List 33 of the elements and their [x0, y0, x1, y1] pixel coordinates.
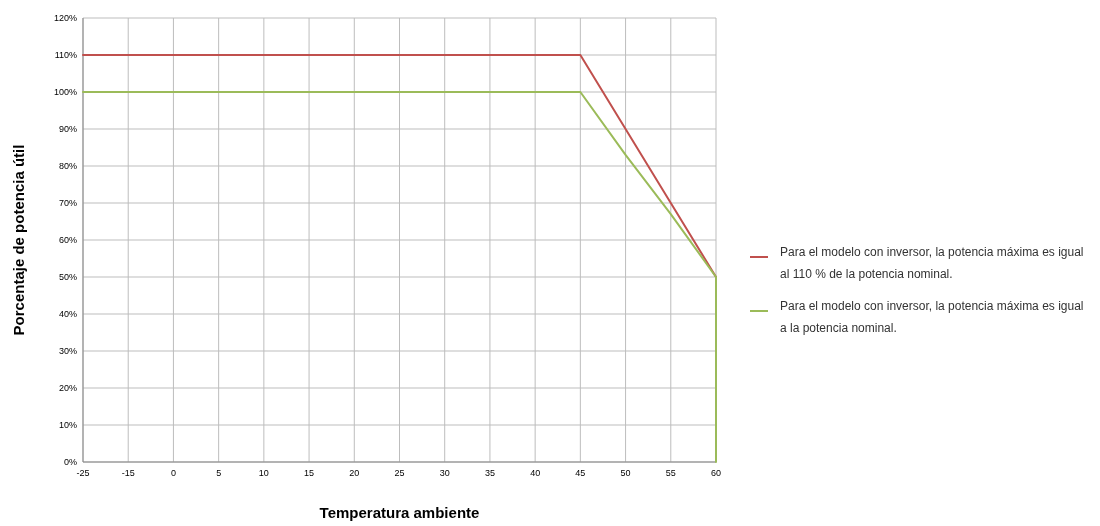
x-tick-label: 45 [575, 468, 586, 478]
x-tick-label: 30 [439, 468, 450, 478]
y-tick-label: 100% [53, 87, 77, 98]
y-tick-label: 120% [53, 13, 77, 24]
y-tick-label: 40% [58, 309, 77, 320]
y-tick-label: 110% [54, 50, 77, 61]
x-tick-label: 50 [620, 468, 631, 478]
y-tick-label: 20% [58, 383, 77, 394]
x-tick-label: 60 [710, 468, 722, 478]
x-tick-label: 35 [484, 468, 495, 478]
line-series [82, 54, 717, 278]
x-tick-label: -25 [76, 468, 90, 478]
x-tick-label: 20 [349, 468, 360, 478]
y-tick-label: 90% [58, 124, 77, 135]
x-tick-label: 0 [170, 468, 176, 478]
y-tick-label: 50% [58, 272, 77, 283]
y-tick-label: 0% [63, 457, 77, 468]
y-tick-label: 80% [58, 161, 77, 172]
y-tick-label: 60% [58, 235, 77, 246]
x-tick-label: 40 [530, 468, 541, 478]
x-tick-label: 55 [665, 468, 676, 478]
y-tick-label: 30% [58, 346, 77, 357]
x-tick-label: -15 [121, 468, 135, 478]
y-tick-label: 10% [58, 420, 77, 431]
x-tick-label: 5 [216, 468, 222, 478]
x-tick-label: 15 [304, 468, 315, 478]
x-tick-label: 10 [258, 468, 269, 478]
x-tick-label: 25 [394, 468, 405, 478]
legend-label: Para el modelo con inversor, la potencia máxima es igual a la potencia nominal. [780, 298, 1084, 335]
legend-label: Para el modelo con inversor, la potencia máxima es igual al 110 % de la potencia nominal. [780, 244, 1084, 281]
y-tick-label: 70% [58, 198, 77, 209]
x-axis-title: Temperatura ambiente [319, 504, 480, 521]
y-axis-title: Porcentaje de potencia útil [10, 144, 27, 336]
